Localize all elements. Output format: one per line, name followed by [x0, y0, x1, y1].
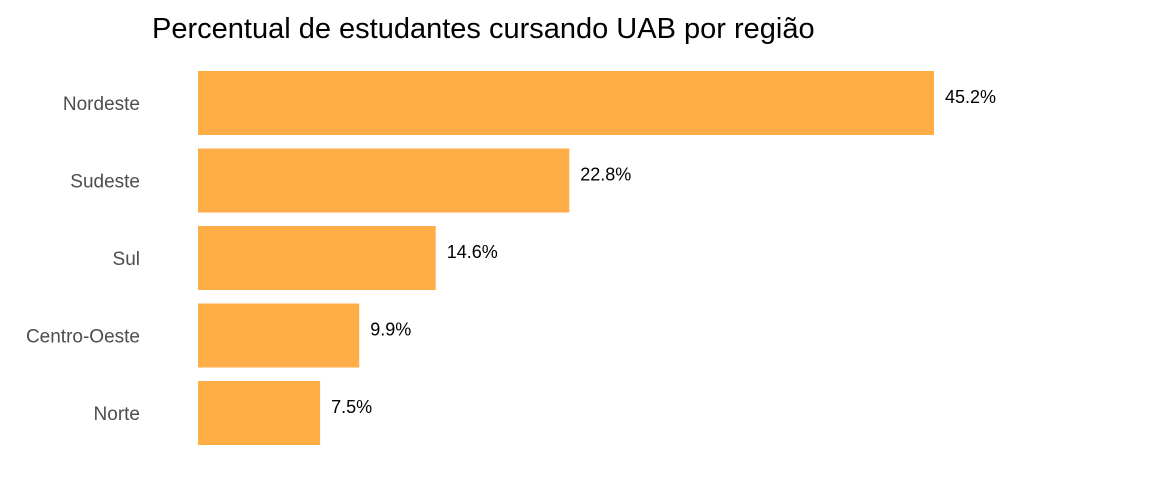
bar-centro-oeste [198, 303, 360, 368]
value-label: 14.6% [447, 242, 498, 262]
bar-norte [198, 381, 321, 445]
category-label: Sudeste [70, 172, 140, 193]
chart-title: Percentual de estudantes cursando UAB po… [152, 13, 815, 45]
category-label: Sul [113, 249, 140, 270]
value-label: 45.2% [945, 87, 996, 107]
value-label: 9.9% [370, 320, 411, 340]
category-label: Centro-Oeste [26, 327, 140, 348]
value-label: 7.5% [331, 397, 372, 417]
bars-group: Nordeste 45.2% Sudeste 22.8% Sul 14.6% Centro-… [26, 71, 996, 445]
value-label: 22.8% [580, 165, 631, 185]
category-label: Norte [94, 404, 140, 425]
bar-nordeste [198, 71, 934, 135]
category-label: Nordeste [63, 94, 140, 115]
bar-sul [198, 226, 436, 290]
bar-sudeste [198, 148, 570, 213]
